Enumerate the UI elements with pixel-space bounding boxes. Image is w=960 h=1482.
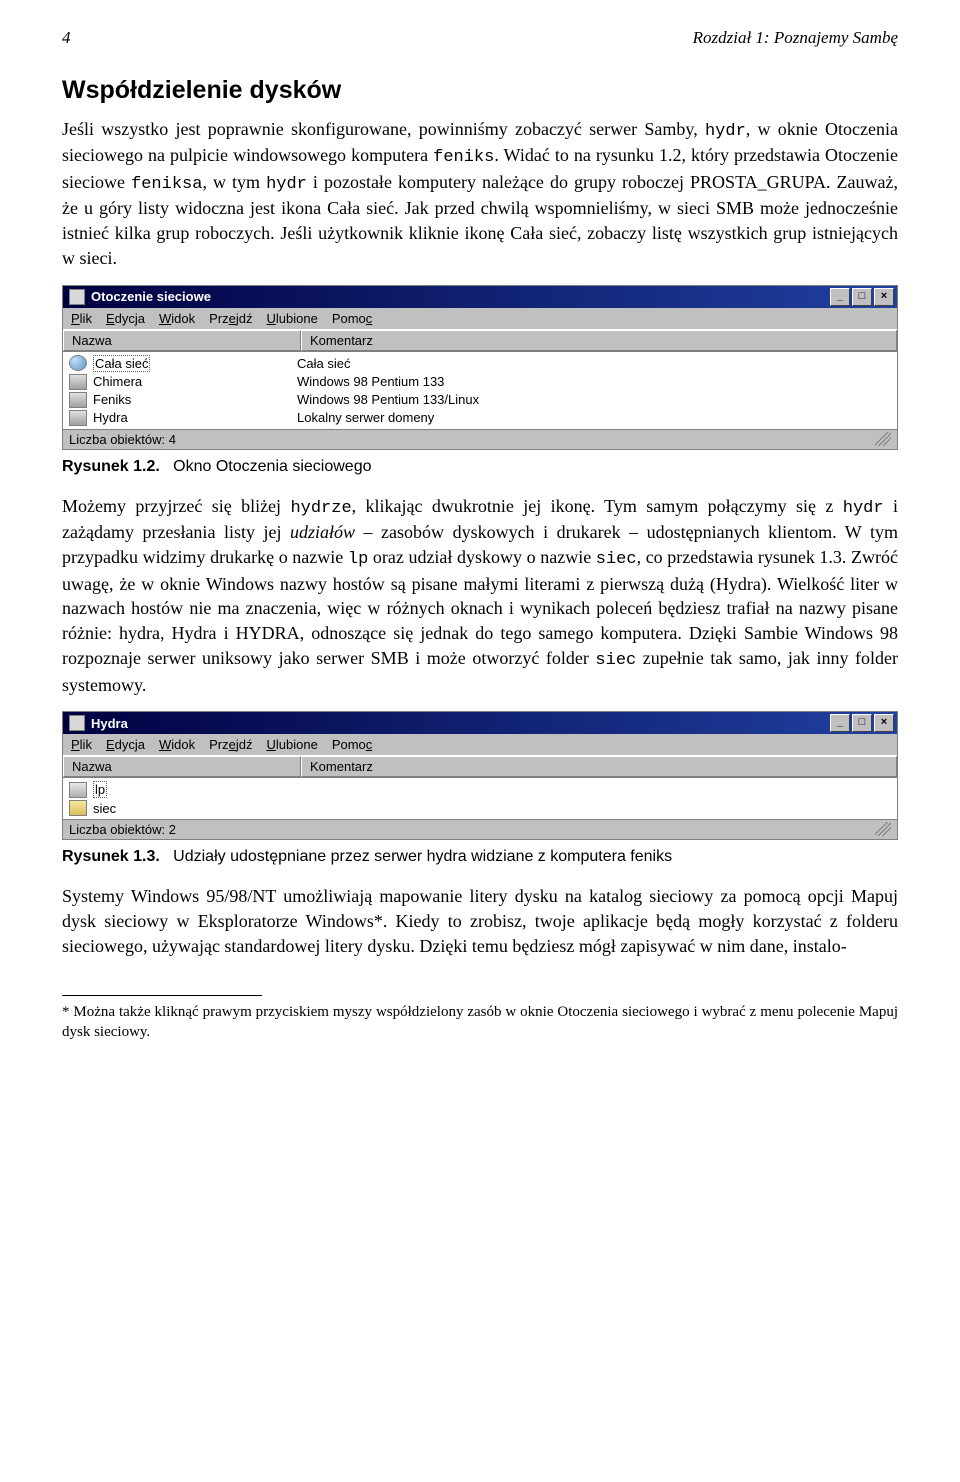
folder-icon: [69, 800, 87, 816]
menu-item[interactable]: Widok: [159, 737, 195, 752]
text: oraz udział dyskowy o nazwie: [368, 547, 596, 567]
titlebar[interactable]: Hydra _ □ ×: [63, 712, 897, 734]
caption-label: Rysunek 1.3.: [62, 848, 160, 865]
menu-item[interactable]: Ulubione: [266, 311, 317, 326]
list-item[interactable]: Cała sieć Cała sieć: [63, 354, 897, 373]
statusbar: Liczba obiektów: 4: [63, 429, 897, 449]
app-icon: [69, 715, 85, 731]
window-network-neighborhood: Otoczenie sieciowe _ □ × Plik Edycja Wid…: [62, 285, 898, 450]
menu-item[interactable]: Widok: [159, 311, 195, 326]
list-area: lp siec: [63, 778, 897, 819]
column-headers: Nazwa Komentarz: [63, 755, 897, 778]
menu-item[interactable]: Edycja: [106, 737, 145, 752]
code: lp: [348, 550, 368, 569]
code: feniks: [433, 148, 494, 167]
text: Jeśli wszystko jest poprawnie skonfiguro…: [62, 119, 705, 139]
footnote: * Można także kliknąć prawym przyciskiem…: [62, 1002, 898, 1043]
resize-grip[interactable]: [875, 822, 891, 836]
paragraph-1: Jeśli wszystko jest poprawnie skonfiguro…: [62, 117, 898, 271]
window-title: Otoczenie sieciowe: [91, 289, 211, 304]
text: Możemy przyjrzeć się bliżej: [62, 496, 290, 516]
minimize-button[interactable]: _: [830, 288, 850, 306]
close-button[interactable]: ×: [874, 288, 894, 306]
maximize-button[interactable]: □: [852, 714, 872, 732]
item-desc: Windows 98 Pentium 133/Linux: [297, 392, 891, 407]
item-name: Hydra: [93, 410, 128, 425]
statusbar: Liczba obiektów: 2: [63, 819, 897, 839]
menu-item[interactable]: Przejdź: [209, 737, 252, 752]
code: hydr: [705, 122, 746, 141]
menu-item[interactable]: Plik: [71, 311, 92, 326]
text: , klikając dwukrotnie jej ikonę. Tym sam…: [352, 496, 843, 516]
menu-item[interactable]: Pomoc: [332, 311, 372, 326]
status-text: Liczba obiektów: 2: [69, 822, 176, 837]
minimize-button[interactable]: _: [830, 714, 850, 732]
list-item[interactable]: Hydra Lokalny serwer domeny: [63, 409, 897, 427]
caption-label: Rysunek 1.2.: [62, 458, 160, 475]
computer-icon: [69, 392, 87, 408]
item-name: Cała sieć: [93, 355, 150, 372]
text: , w tym: [202, 172, 266, 192]
paragraph-3: Systemy Windows 95/98/NT umożliwiają map…: [62, 884, 898, 958]
computer-icon: [69, 410, 87, 426]
list-item[interactable]: lp: [63, 780, 897, 799]
titlebar[interactable]: Otoczenie sieciowe _ □ ×: [63, 286, 897, 308]
menubar: Plik Edycja Widok Przejdź Ulubione Pomoc: [63, 308, 897, 329]
menu-item[interactable]: Przejdź: [209, 311, 252, 326]
column-header-name[interactable]: Nazwa: [63, 330, 301, 351]
code: feniksa: [131, 175, 202, 194]
menubar: Plik Edycja Widok Przejdź Ulubione Pomoc: [63, 734, 897, 755]
section-heading: Współdzielenie dysków: [62, 76, 898, 105]
list-item[interactable]: siec: [63, 799, 897, 817]
paragraph-2: Możemy przyjrzeć się bliżej hydrze, klik…: [62, 494, 898, 698]
code: hydr: [843, 499, 884, 518]
code: siec: [596, 550, 637, 569]
window-title: Hydra: [91, 716, 128, 731]
list-area: Cała sieć Cała sieć Chimera Windows 98 P…: [63, 352, 897, 429]
figure-caption-2: Rysunek 1.3. Udziały udostępniane przez …: [62, 848, 898, 866]
globe-icon: [69, 355, 87, 371]
menu-item[interactable]: Plik: [71, 737, 92, 752]
column-header-desc[interactable]: Komentarz: [301, 756, 897, 777]
item-name: Feniks: [93, 392, 131, 407]
caption-text: Okno Otoczenia sieciowego: [173, 458, 371, 475]
code: hydrze: [290, 499, 351, 518]
printer-icon: [69, 782, 87, 798]
resize-grip[interactable]: [875, 432, 891, 446]
computer-icon: [69, 374, 87, 390]
page-number: 4: [62, 28, 71, 48]
menu-item[interactable]: Ulubione: [266, 737, 317, 752]
item-name: Chimera: [93, 374, 142, 389]
item-desc: Windows 98 Pentium 133: [297, 374, 891, 389]
figure-caption-1: Rysunek 1.2. Okno Otoczenia sieciowego: [62, 458, 898, 476]
close-button[interactable]: ×: [874, 714, 894, 732]
item-desc: Lokalny serwer domeny: [297, 410, 891, 425]
column-headers: Nazwa Komentarz: [63, 329, 897, 352]
maximize-button[interactable]: □: [852, 288, 872, 306]
column-header-name[interactable]: Nazwa: [63, 756, 301, 777]
menu-item[interactable]: Edycja: [106, 311, 145, 326]
window-hydra: Hydra _ □ × Plik Edycja Widok Przejdź Ul…: [62, 711, 898, 840]
list-item[interactable]: Chimera Windows 98 Pentium 133: [63, 373, 897, 391]
footnote-rule: [62, 995, 262, 996]
list-item[interactable]: Feniks Windows 98 Pentium 133/Linux: [63, 391, 897, 409]
page-header: 4 Rozdział 1: Poznajemy Sambę: [62, 28, 898, 48]
chapter-title: Rozdział 1: Poznajemy Sambę: [693, 28, 898, 48]
item-desc: Cała sieć: [297, 356, 891, 371]
item-name: lp: [93, 781, 107, 798]
code: hydr: [266, 175, 307, 194]
status-text: Liczba obiektów: 4: [69, 432, 176, 447]
column-header-desc[interactable]: Komentarz: [301, 330, 897, 351]
caption-text: Udziały udostępniane przez serwer hydra …: [173, 848, 672, 865]
code: siec: [595, 651, 636, 670]
menu-item[interactable]: Pomoc: [332, 737, 372, 752]
item-name: siec: [93, 801, 116, 816]
app-icon: [69, 289, 85, 305]
emphasis: udziałów: [290, 522, 355, 542]
